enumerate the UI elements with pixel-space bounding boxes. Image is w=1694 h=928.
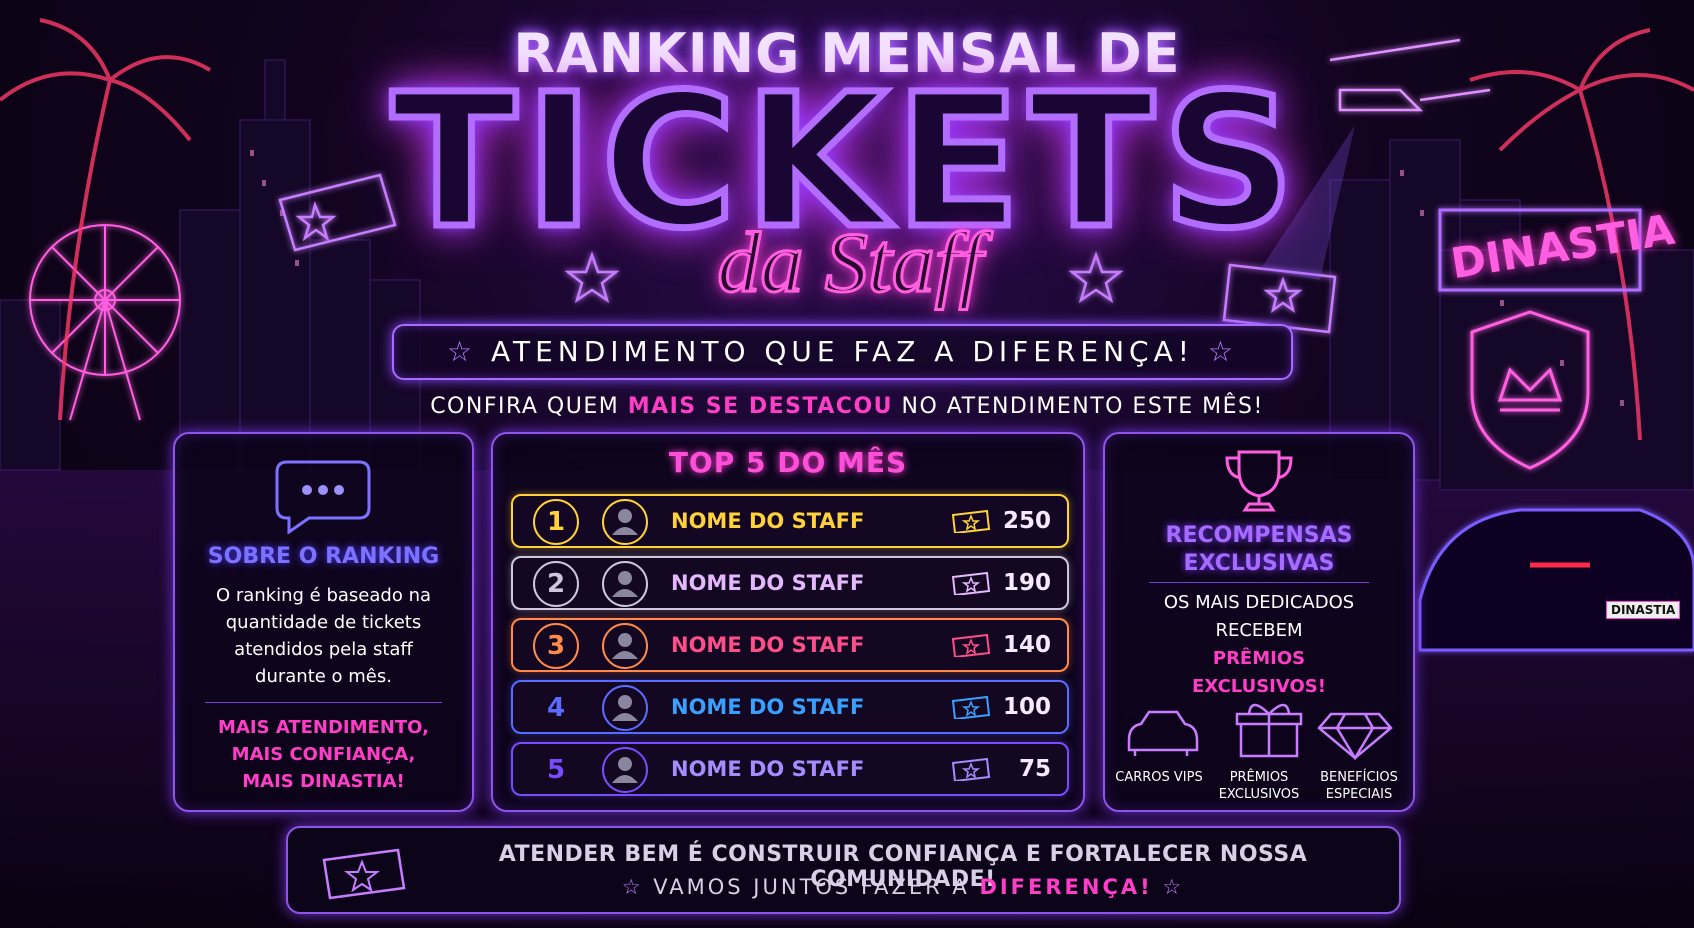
reward-icons bbox=[1127, 703, 1393, 761]
rank-position: 1 bbox=[533, 499, 579, 545]
reward-item-line: ESPECIAIS bbox=[1325, 787, 1393, 802]
divider bbox=[1149, 582, 1369, 583]
avatar bbox=[602, 623, 648, 669]
ranking-panel: TOP 5 DO MÊS 1 NOME DO STAFF 250 2 NOME DO S… bbox=[491, 432, 1085, 812]
ticket-count: 140 bbox=[1002, 632, 1051, 658]
ticket-icon bbox=[951, 695, 991, 723]
staff-name: NOME DO STAFF bbox=[671, 571, 865, 595]
rewards-title-line: EXCLUSIVAS bbox=[1183, 551, 1335, 576]
title-top: RANKING MENSAL DE bbox=[513, 22, 1181, 85]
staff-name: NOME DO STAFF bbox=[671, 633, 865, 657]
footer-before: VAMOS JUNTOS FAZER A bbox=[653, 875, 970, 899]
footer-line-2: ☆ VAMOS JUNTOS FAZER A DIFERENÇA! ☆ bbox=[621, 875, 1185, 899]
car-plate: DINASTIA bbox=[1606, 601, 1681, 619]
reward-item-line: EXCLUSIVOS bbox=[1218, 787, 1300, 802]
rewards-panel: RECOMPENSAS EXCLUSIVAS OS MAIS DEDICADOS R… bbox=[1103, 432, 1415, 812]
divider bbox=[205, 702, 442, 703]
rewards-text-line: OS MAIS DEDICADOS bbox=[1163, 592, 1355, 613]
rank-row: 5 NOME DO STAFF 75 bbox=[511, 742, 1069, 796]
slogan-line: MAIS ATENDIMENTO, bbox=[218, 717, 429, 738]
avatar bbox=[602, 747, 648, 793]
rewards-title: RECOMPENSAS EXCLUSIVAS bbox=[1105, 522, 1413, 578]
avatar-icon bbox=[612, 571, 638, 597]
reward-item: CARROS VIPS bbox=[1109, 769, 1209, 786]
tagline-text: ATENDIMENTO QUE FAZ A DIFERENÇA! bbox=[491, 335, 1194, 368]
ranking-title: TOP 5 DO MÊS bbox=[668, 446, 908, 479]
avatar-icon bbox=[612, 633, 638, 659]
reward-item: BENEFÍCIOS ESPECIAIS bbox=[1309, 769, 1409, 803]
ticket-icon bbox=[951, 633, 991, 661]
reward-item-line: BENEFÍCIOS bbox=[1320, 770, 1398, 785]
subtitle: CONFIRA QUEM MAIS SE DESTACOU NO ATENDIM… bbox=[0, 394, 1694, 419]
avatar-icon bbox=[612, 757, 638, 783]
ticket-count: 190 bbox=[1002, 570, 1051, 596]
about-panel: SOBRE O RANKING O ranking é baseado na q… bbox=[173, 432, 474, 812]
ticket-glyph bbox=[951, 757, 991, 783]
ticket-glyph bbox=[951, 695, 991, 721]
ticket-glyph bbox=[951, 633, 991, 659]
rank-row: 1 NOME DO STAFF 250 bbox=[511, 494, 1069, 548]
subtitle-before: CONFIRA QUEM bbox=[430, 394, 620, 419]
chat-icon bbox=[275, 460, 371, 534]
staff-name: NOME DO STAFF bbox=[671, 757, 865, 781]
trophy-icon bbox=[1225, 450, 1293, 512]
rewards-title-line: RECOMPENSAS bbox=[1165, 523, 1353, 548]
reward-item: PRÊMIOS EXCLUSIVOS bbox=[1209, 769, 1309, 803]
ticket-glyph bbox=[951, 571, 991, 597]
staff-name: NOME DO STAFF bbox=[671, 509, 865, 533]
rank-position: 2 bbox=[533, 561, 579, 607]
about-slogan: MAIS ATENDIMENTO, MAIS CONFIANÇA, MAIS DIN… bbox=[175, 714, 472, 795]
avatar bbox=[602, 561, 648, 607]
rank-position: 4 bbox=[546, 693, 566, 723]
avatar-icon bbox=[612, 695, 638, 721]
reward-item-line: CARROS VIPS bbox=[1115, 770, 1203, 785]
about-title: SOBRE O RANKING bbox=[207, 544, 440, 569]
slogan-line: MAIS DINASTIA! bbox=[242, 771, 405, 792]
avatar-icon bbox=[612, 509, 638, 535]
rewards-text: OS MAIS DEDICADOS RECEBEM PRÊMIOS EXCLUSIVO… bbox=[1105, 589, 1413, 701]
tagline-box: ☆ ATENDIMENTO QUE FAZ A DIFERENÇA! ☆ bbox=[392, 324, 1293, 380]
tagline: ☆ ATENDIMENTO QUE FAZ A DIFERENÇA! ☆ bbox=[447, 335, 1238, 368]
rank-row: 4 NOME DO STAFF 100 bbox=[511, 680, 1069, 734]
footer-line-1: ATENDER BEM É CONSTRUIR CONFIANÇA E FORT… bbox=[498, 842, 1308, 892]
rewards-highlight-line: PRÊMIOS bbox=[1212, 648, 1306, 669]
rewards-text-line: RECEBEM bbox=[1215, 620, 1303, 641]
ticket-glyph bbox=[951, 509, 991, 535]
ticket-icon bbox=[951, 509, 991, 537]
ticket-icon bbox=[951, 571, 991, 599]
avatar bbox=[602, 499, 648, 545]
ticket-icon bbox=[951, 757, 991, 785]
rank-row: 2 NOME DO STAFF 190 bbox=[511, 556, 1069, 610]
rank-row: 3 NOME DO STAFF 140 bbox=[511, 618, 1069, 672]
subtitle-after: NO ATENDIMENTO ESTE MÊS! bbox=[901, 394, 1264, 419]
ticket-count: 250 bbox=[1002, 508, 1051, 534]
rank-position: 5 bbox=[546, 755, 566, 785]
rank-position: 3 bbox=[533, 623, 579, 669]
slogan-line: MAIS CONFIANÇA, bbox=[231, 744, 416, 765]
staff-name: NOME DO STAFF bbox=[671, 695, 865, 719]
footer-highlight: DIFERENÇA! bbox=[979, 875, 1153, 899]
subtitle-highlight: MAIS SE DESTACOU bbox=[627, 394, 894, 419]
reward-item-line: PRÊMIOS bbox=[1229, 770, 1289, 785]
avatar bbox=[602, 685, 648, 731]
ticket-count: 100 bbox=[1002, 694, 1051, 720]
rewards-highlight-line: EXCLUSIVOS! bbox=[1192, 676, 1326, 697]
footer-box: ATENDER BEM É CONSTRUIR CONFIANÇA E FORT… bbox=[286, 826, 1401, 914]
about-text: O ranking é baseado na quantidade de tic… bbox=[215, 585, 432, 687]
ticket-count: 75 bbox=[1018, 756, 1051, 782]
title-script: da Staff bbox=[716, 213, 984, 312]
ticket-icon bbox=[322, 848, 406, 900]
title-main: TICKETS bbox=[388, 55, 1303, 269]
